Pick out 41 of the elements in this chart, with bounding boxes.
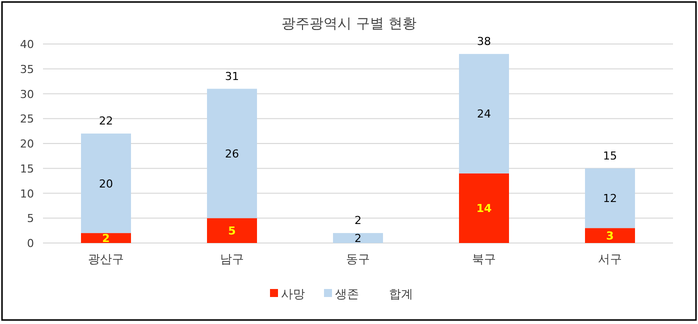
bar xyxy=(459,173,509,243)
data-label: 20 xyxy=(99,177,113,190)
chart-title: 광주광역시 구별 현황 xyxy=(282,16,416,32)
data-label: 3 xyxy=(606,230,614,243)
data-label: 5 xyxy=(228,224,236,238)
y-tick-label: 5 xyxy=(27,212,34,226)
bar xyxy=(333,233,383,243)
bar xyxy=(81,233,131,243)
legend-label: 생존 xyxy=(335,287,359,301)
x-tick-label: 서구 xyxy=(598,252,622,266)
data-label: 26 xyxy=(225,147,239,160)
data-label: 2 xyxy=(102,232,110,246)
y-tick-label: 40 xyxy=(20,38,34,51)
y-tick-label: 35 xyxy=(20,62,34,76)
y-tick-label: 0 xyxy=(27,237,34,250)
x-tick-label: 북구 xyxy=(472,252,496,266)
bar xyxy=(81,134,131,234)
x-tick-label: 동구 xyxy=(346,252,370,266)
y-tick-label: 20 xyxy=(20,138,34,150)
bar xyxy=(207,218,257,243)
data-label: 24 xyxy=(477,108,491,121)
y-tick-label: 25 xyxy=(20,112,34,126)
total-label: 31 xyxy=(225,70,239,83)
total-label: 2 xyxy=(354,214,362,228)
total-label: 38 xyxy=(477,34,491,48)
data-label: 14 xyxy=(476,202,492,216)
text: 합계 xyxy=(389,287,413,301)
y-tick-label: 15 xyxy=(20,162,34,176)
bar xyxy=(585,168,635,228)
x-tick-label: 광산구 xyxy=(88,252,124,266)
bar xyxy=(459,54,509,174)
y-tick-label: 10 xyxy=(20,187,34,200)
data-label: 12 xyxy=(603,192,617,206)
total-label: 22 xyxy=(99,114,113,128)
x-tick-label: 남구 xyxy=(220,252,244,266)
data-label: 2 xyxy=(354,232,362,246)
bar xyxy=(585,228,635,243)
bar xyxy=(207,88,257,218)
total-label: 15 xyxy=(603,149,617,162)
legend-label: 사망 xyxy=(281,287,305,301)
y-tick-label: 30 xyxy=(20,88,34,101)
